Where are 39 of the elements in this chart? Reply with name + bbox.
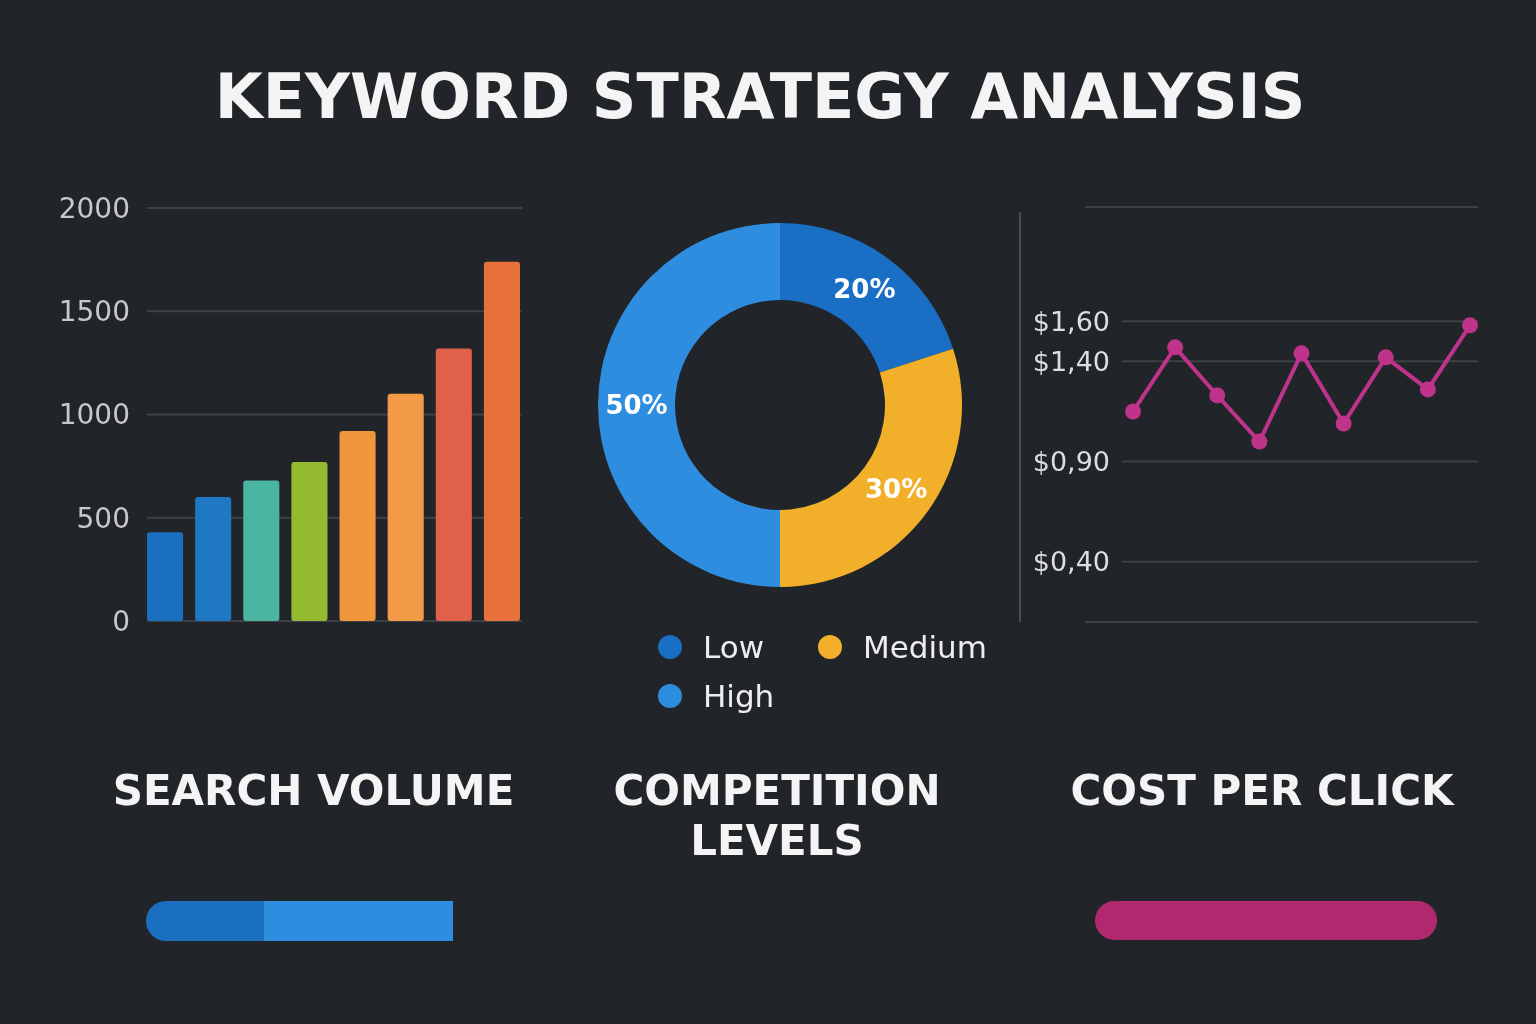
- data-label: 50%: [605, 390, 668, 421]
- point: [1167, 339, 1184, 356]
- y-tick-label: 0: [112, 604, 130, 638]
- bar: [243, 480, 280, 621]
- bar: [387, 393, 424, 621]
- bar: [339, 431, 376, 621]
- y-tick-label: 1500: [58, 295, 130, 329]
- legend-label: Low: [703, 628, 765, 665]
- donut-slice: [780, 348, 962, 587]
- legend-label: High: [703, 677, 775, 714]
- point: [1209, 387, 1226, 404]
- bar: [195, 497, 232, 621]
- point: [1335, 415, 1352, 432]
- data-label: 20%: [833, 274, 896, 305]
- y-tick-label: $1,60: [1032, 305, 1110, 337]
- y-tick-label: 2000: [58, 191, 130, 225]
- point: [1377, 349, 1394, 366]
- text: COMPETITION LEVELS: [613, 766, 941, 865]
- text: SEARCH VOLUME: [112, 766, 515, 815]
- text: COST PER CLICK: [1070, 766, 1455, 815]
- y-tick-label: $1,40: [1032, 345, 1110, 377]
- data-label: 30%: [864, 474, 928, 505]
- point: [1419, 381, 1436, 398]
- point: [1251, 433, 1268, 450]
- donut-slice: [598, 223, 780, 587]
- point: [1125, 403, 1141, 420]
- y-tick-label: $0,90: [1032, 446, 1110, 478]
- y-tick-label: 1000: [58, 398, 130, 432]
- bar: [435, 348, 472, 621]
- bar: [483, 261, 520, 621]
- bar: [147, 532, 184, 621]
- point: [1462, 317, 1478, 334]
- legend-label: Medium: [863, 628, 987, 665]
- y-tick-label: $0,40: [1032, 546, 1110, 578]
- text: KEYWORD STRATEGY ANALYSIS: [214, 60, 1306, 133]
- point: [1293, 345, 1310, 362]
- y-tick-label: 500: [76, 501, 130, 535]
- bar: [291, 462, 328, 621]
- donut-slice: [780, 223, 954, 373]
